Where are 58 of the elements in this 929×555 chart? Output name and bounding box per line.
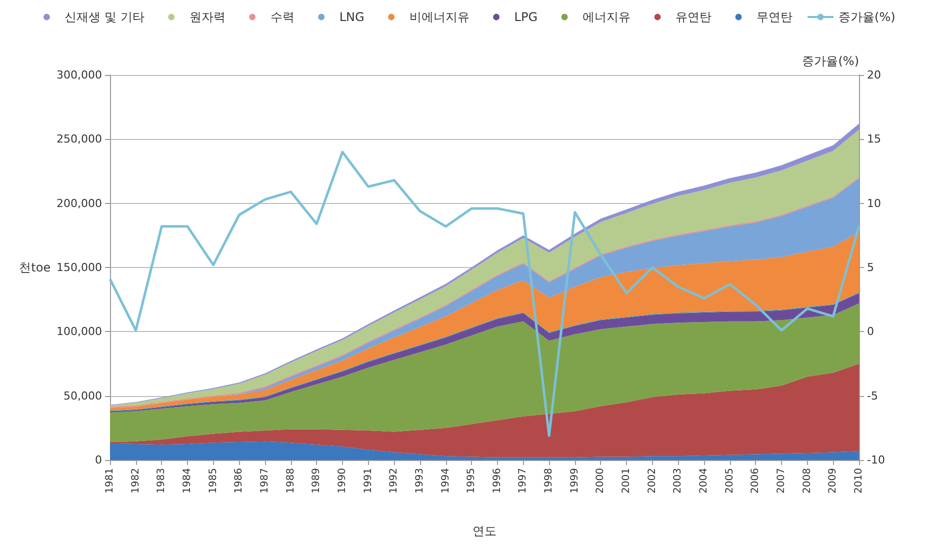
legend-label: 증가율(%)	[838, 10, 896, 24]
y2-tick-label: 20	[867, 68, 881, 82]
y-axis-title: 천toe	[19, 260, 51, 274]
y2-axis-title: 증가율(%)	[802, 54, 859, 68]
legend-label: 원자력	[189, 10, 226, 24]
x-tick-label: 1997	[518, 468, 529, 494]
y-tick-label: 50,000	[64, 389, 102, 402]
x-tick-label: 1989	[311, 468, 322, 494]
legend-label: 유연탄	[676, 10, 712, 24]
x-tick-label: 1995	[466, 468, 478, 494]
x-tick-label: 2000	[595, 468, 606, 494]
y2-tick-label: -5	[867, 389, 878, 402]
legend-label: 신재생 및 기타	[64, 10, 144, 24]
legend-label: LPG	[514, 10, 538, 24]
line-series	[108, 150, 860, 437]
x-tick-label: 2001	[621, 468, 632, 494]
y2-tick-label: -10	[867, 454, 885, 466]
y-tick-label: 200,000	[56, 196, 102, 210]
y2-tick-label: 15	[867, 132, 881, 146]
x-tick-label: 1990	[336, 468, 348, 494]
x-tick-label: 2002	[646, 468, 658, 494]
legend-label: 수력	[270, 10, 294, 24]
x-tick-label: 1982	[130, 468, 142, 494]
x-tick-label: 1986	[234, 468, 245, 494]
x-tick-label: 1992	[388, 468, 400, 494]
x-tick-label: 1981	[104, 468, 116, 494]
y2-tick-label: 0	[867, 325, 874, 338]
y2-tick-label: 5	[867, 261, 874, 274]
legend-label: 무연탄	[756, 10, 793, 24]
x-tick-label: 2004	[698, 468, 710, 494]
y-tick-label: 300,000	[56, 68, 102, 82]
x-tick-label: 1988	[285, 468, 296, 494]
x-tick-label: 1993	[414, 468, 426, 494]
y-tick-label: 150,000	[56, 261, 102, 274]
x-tick-label: 1991	[362, 468, 374, 494]
x-tick-label: 2005	[724, 468, 736, 494]
legend-label: 비에너지유	[409, 10, 470, 24]
x-tick-label: 1998	[544, 468, 555, 494]
x-tick-label: 1983	[156, 468, 168, 494]
y-tick-label: 250,000	[56, 132, 102, 146]
x-tick-label: 1999	[569, 468, 580, 494]
y2-tick-label: 10	[867, 196, 881, 210]
x-tick-label: 2010	[854, 468, 864, 494]
x-tick-label: 2007	[776, 468, 788, 494]
x-tick-label: 1996	[492, 468, 503, 494]
x-tick-label: 2009	[828, 468, 839, 494]
x-tick-label: 1987	[259, 468, 270, 494]
legend-label: 에너지유	[582, 10, 631, 24]
x-tick-label: 2008	[802, 468, 813, 494]
x-tick-label: 1984	[182, 468, 193, 494]
x-tick-label: 2003	[672, 468, 684, 494]
x-axis-title: 연도	[472, 524, 496, 538]
x-tick-label: 1985	[208, 468, 219, 494]
x-tick-label: 1994	[440, 468, 452, 494]
y-tick-label: 100,000	[56, 325, 102, 338]
y-tick-label: 0	[95, 454, 102, 466]
x-tick-label: 2006	[750, 468, 762, 494]
legend-label: LNG	[339, 10, 364, 24]
